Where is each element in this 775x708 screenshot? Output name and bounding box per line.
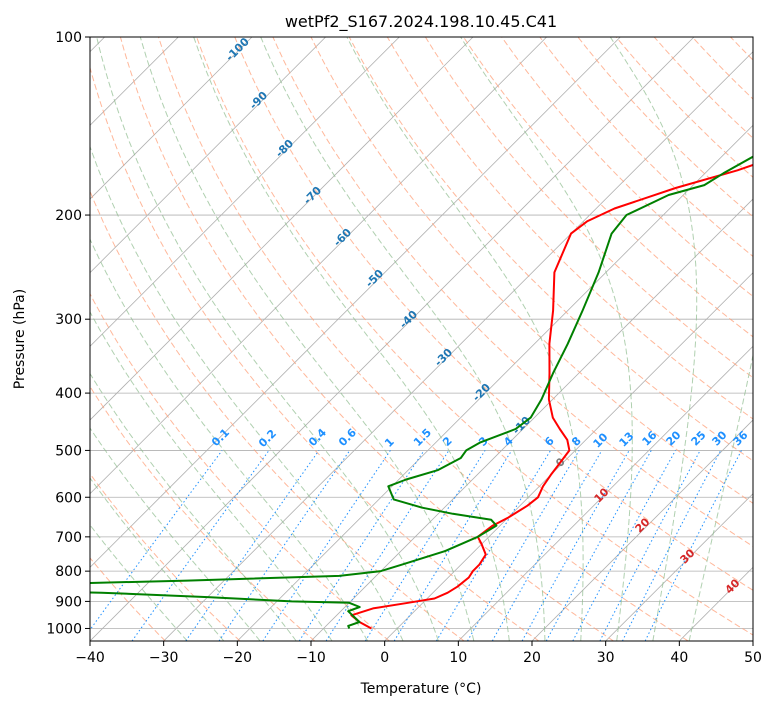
- dry-adiabat: [463, 37, 753, 338]
- isotherm-line: [90, 37, 400, 347]
- dry-adiabat: [119, 37, 614, 641]
- dry-adiabat: [386, 37, 753, 420]
- moist-adiabat: [688, 352, 753, 641]
- isotherm-line: [90, 37, 547, 495]
- y-tick-label: 600: [55, 490, 82, 506]
- x-tick-label: −20: [223, 650, 253, 666]
- y-tick-label: 700: [55, 530, 82, 546]
- dry-adiabat: [90, 190, 465, 641]
- moist-adiabat: [346, 37, 584, 641]
- x-axis-label: Temperature (°C): [360, 681, 482, 697]
- x-tick-label: 0: [380, 650, 389, 666]
- dry-adiabat: [90, 385, 316, 641]
- moist-adiabat: [90, 238, 369, 641]
- dry-adiabat: [196, 37, 753, 636]
- x-tick-label: 20: [523, 650, 541, 666]
- dry-adiabat: [234, 37, 753, 591]
- y-tick-label: 400: [55, 386, 82, 402]
- isotherm-line: [90, 37, 695, 641]
- isotherm-line: [90, 37, 474, 421]
- isotherm-line: [90, 37, 326, 274]
- mixing-ratio-line: [298, 450, 425, 641]
- moist-adiabat: [260, 37, 546, 641]
- mixing-ratio-line: [131, 450, 270, 641]
- mixing-ratio-line: [185, 450, 320, 641]
- isotherm-line: [163, 51, 753, 641]
- x-tick-label: 40: [670, 650, 688, 666]
- plot-frame: [89, 36, 754, 642]
- x-tick-label: −10: [296, 650, 326, 666]
- mixing-ratio-line: [572, 450, 676, 641]
- x-tick-label: −30: [149, 650, 179, 666]
- moist-adiabat: [90, 372, 297, 641]
- x-tick-label: 50: [744, 650, 762, 666]
- x-tick-label: −40: [75, 650, 105, 666]
- isotherm-line: [237, 124, 753, 641]
- moist-adiabat: [90, 477, 225, 641]
- dry-adiabat: [90, 65, 540, 641]
- dry-adiabat: [90, 292, 390, 641]
- mixing-ratio-line: [521, 450, 630, 641]
- moist-adiabat: [139, 37, 475, 641]
- moist-adiabat: [90, 427, 261, 641]
- y-tick-label: 100: [55, 30, 82, 46]
- moist-adiabat: [90, 524, 188, 641]
- moist-adiabat: [96, 37, 439, 641]
- mixing-ratio-line: [325, 450, 450, 641]
- mixing-ratio-line: [90, 450, 223, 631]
- dry-adiabat: [158, 37, 689, 641]
- dry-adiabat: [272, 37, 753, 547]
- dry-adiabat: [348, 37, 753, 462]
- y-tick-label: 300: [55, 312, 82, 328]
- isotherm-line: [458, 345, 753, 641]
- dry-adiabat: [310, 37, 753, 504]
- x-tick-label: 10: [449, 650, 467, 666]
- y-tick-label: 1000: [46, 621, 82, 637]
- mixing-ratio-line: [262, 450, 391, 641]
- isotherm-line: [310, 198, 753, 641]
- isotherm-line: [531, 419, 753, 641]
- x-tick-label: 30: [597, 650, 615, 666]
- moist-adiabat: [90, 145, 404, 641]
- y-tick-label: 200: [55, 208, 82, 224]
- mixing-ratio-line: [218, 450, 351, 641]
- temperature-profile-line: [350, 163, 753, 630]
- dry-adiabat: [90, 472, 241, 641]
- mixing-ratio-line: [545, 450, 652, 641]
- dry-adiabat: [501, 37, 753, 298]
- isotherm-line: [605, 493, 753, 641]
- dewpoint-profile-line: [90, 155, 753, 629]
- y-tick-label: 900: [55, 594, 82, 610]
- isotherm-line: [90, 37, 621, 568]
- isotherm-line: [384, 272, 753, 641]
- isotherm-line: [90, 37, 253, 200]
- dry-adiabat: [90, 557, 166, 641]
- y-axis-label: Pressure (hPa): [12, 289, 28, 389]
- mixing-ratio-line: [393, 450, 513, 641]
- chart-title: wetPf2_S167.2024.198.10.45.C41: [285, 12, 557, 32]
- y-tick-label: 800: [55, 564, 82, 580]
- y-tick-label: 500: [55, 443, 82, 459]
- mixing-ratio-line: [644, 450, 742, 641]
- moist-adiabat: [609, 37, 698, 641]
